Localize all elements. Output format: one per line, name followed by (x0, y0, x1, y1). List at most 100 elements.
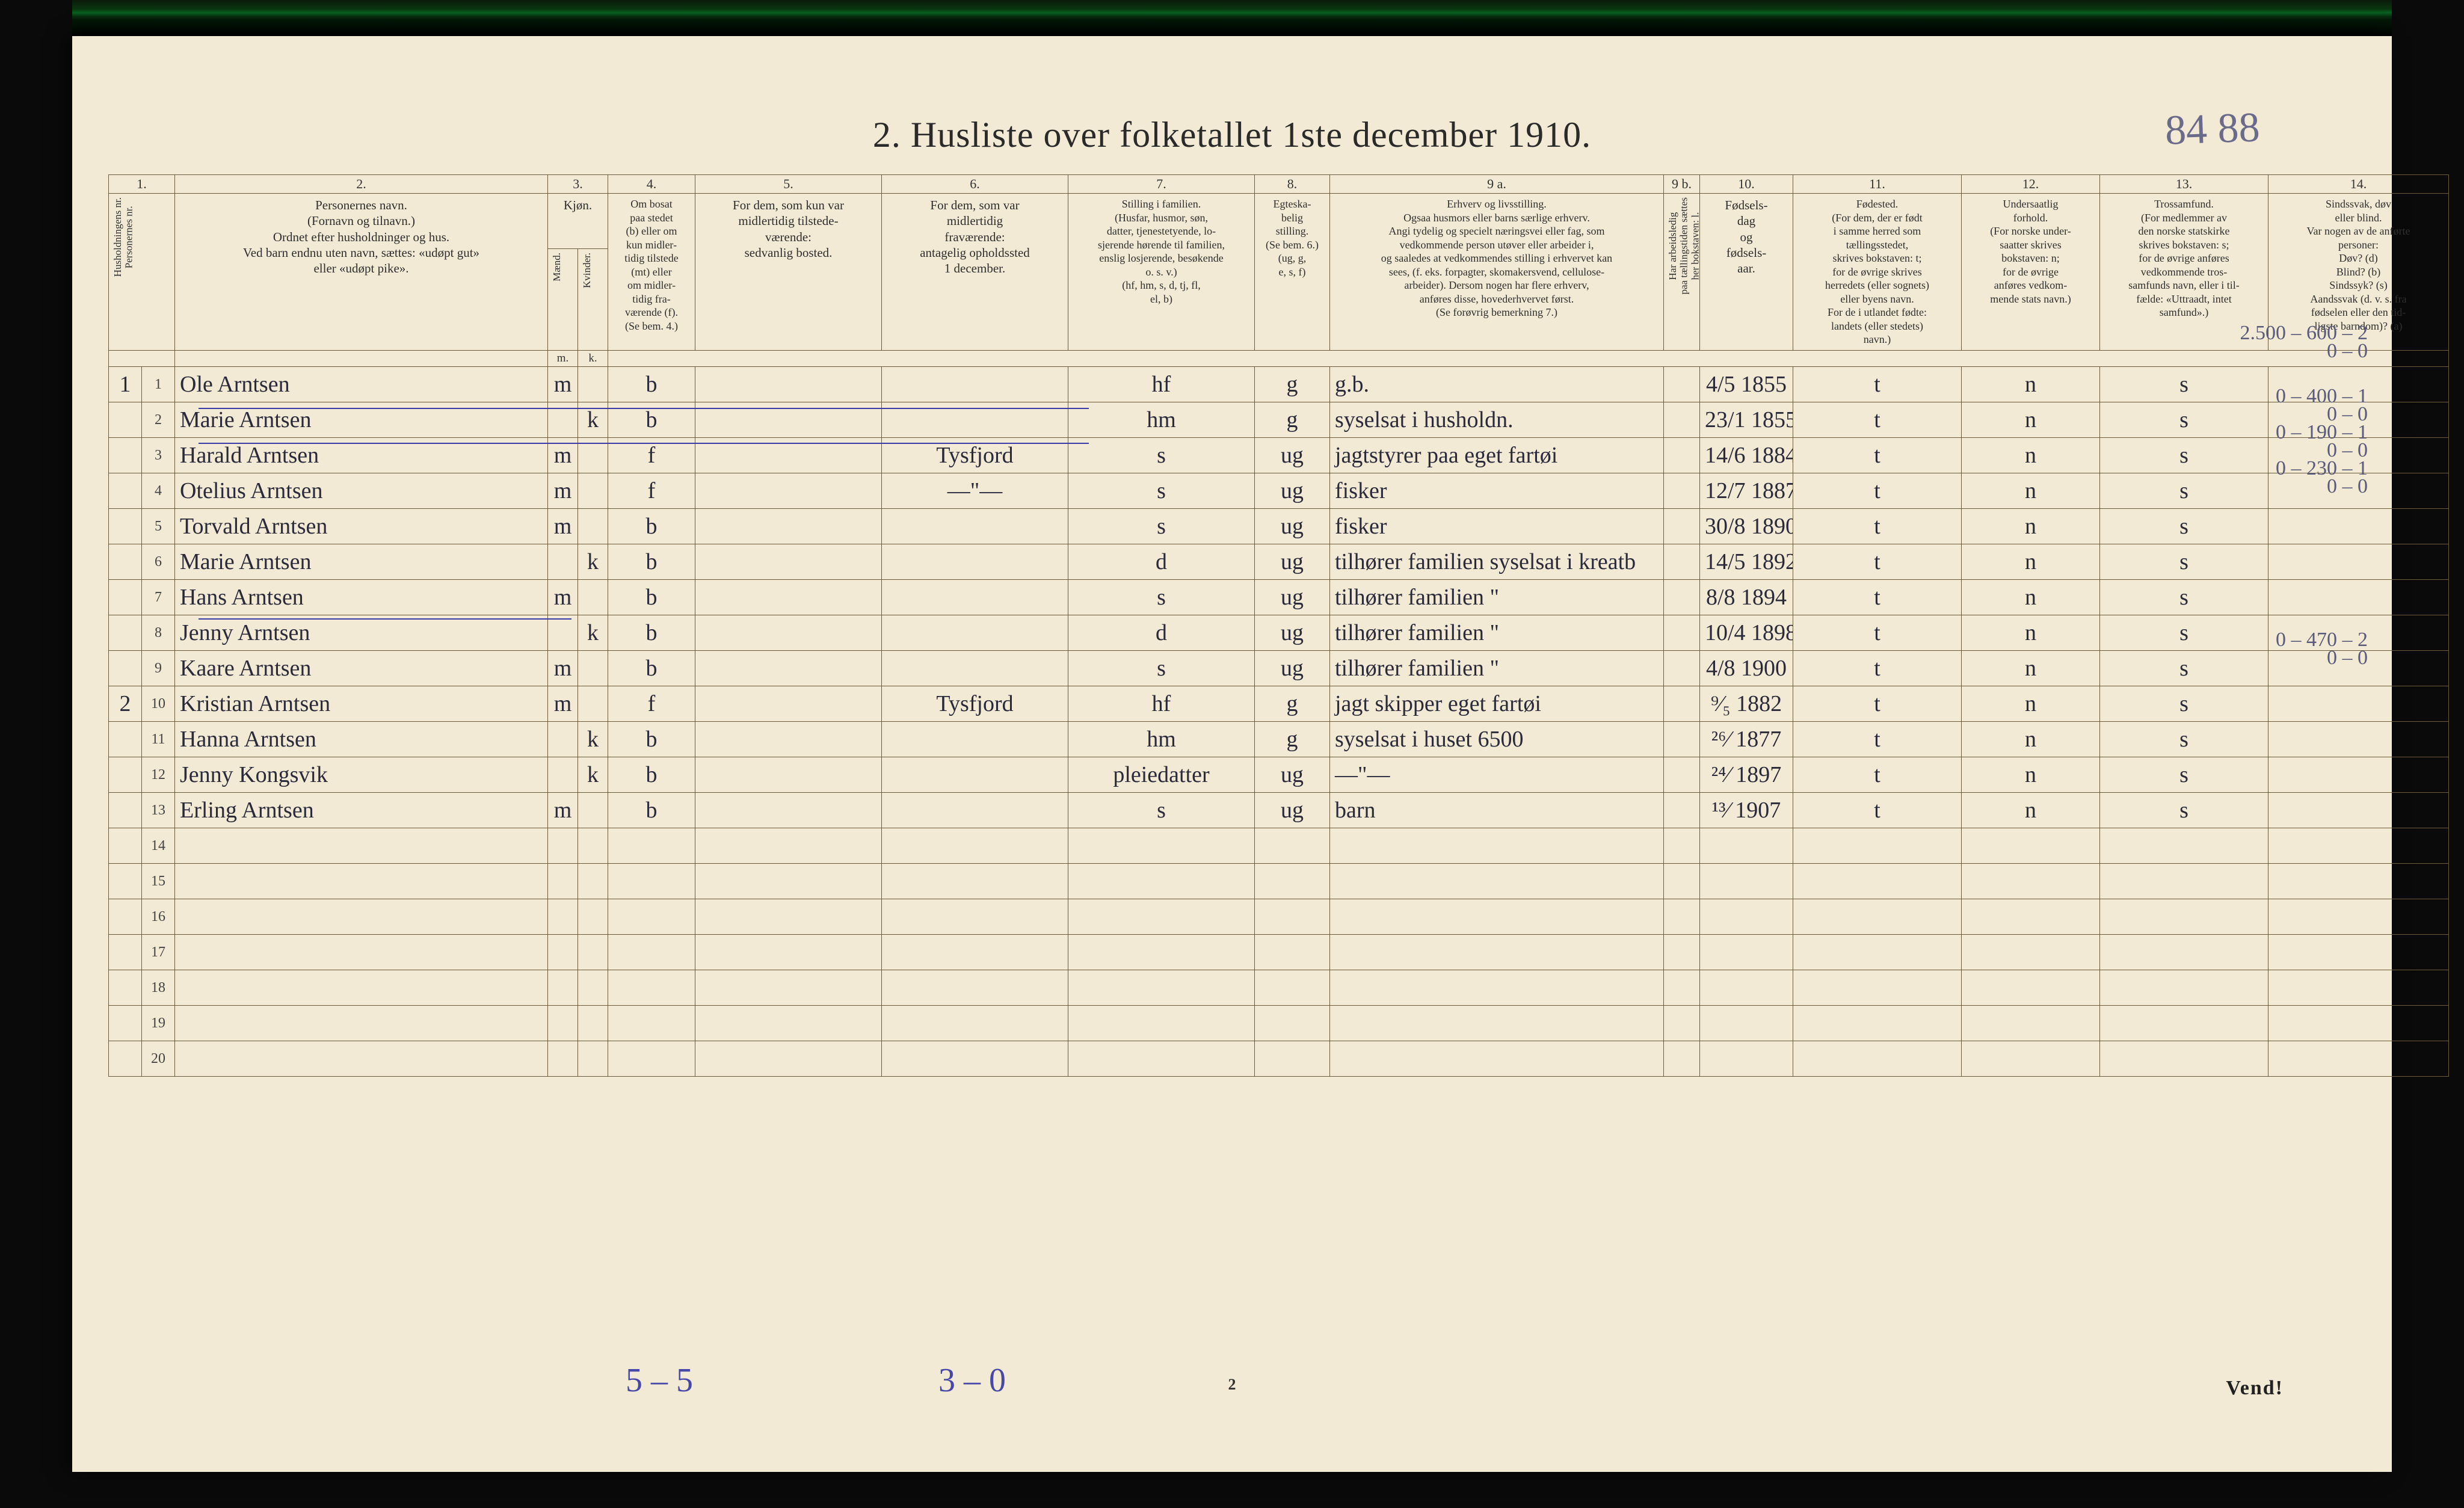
cell-c6: —"— (882, 473, 1068, 508)
cell-pn: 2 (142, 402, 175, 437)
cell-fst (1793, 899, 1962, 934)
cell-nat: n (1962, 615, 2100, 650)
cell-tro: s (2100, 757, 2268, 792)
cell-hh (109, 792, 142, 828)
cell-bf (608, 863, 695, 899)
cell-bf (608, 899, 695, 934)
cell-k (578, 366, 608, 402)
cell-tro: s (2100, 686, 2268, 721)
cell-m (548, 934, 578, 970)
cell-nat: n (1962, 402, 2100, 437)
cell-tro: s (2100, 473, 2268, 508)
cell-_9b (1664, 686, 1700, 721)
table-row: 6Marie Arntsenkbdugtilhører familien sys… (109, 544, 2449, 579)
cell-fam: hf (1068, 686, 1255, 721)
cell-c6 (882, 650, 1068, 686)
hdr-col3a: Mænd. (548, 248, 578, 350)
cell-name (175, 1005, 548, 1041)
cell-c5 (695, 757, 882, 792)
cell-name: Hanna Arntsen (175, 721, 548, 757)
cell-m (548, 899, 578, 934)
cell-eg (1255, 863, 1330, 899)
cell-tro (2100, 1005, 2268, 1041)
cell-c5 (695, 402, 882, 437)
cell-tro: s (2100, 792, 2268, 828)
cell-c5 (695, 650, 882, 686)
cell-tro (2100, 863, 2268, 899)
cell-_blank (2268, 970, 2449, 1005)
cell-hh (109, 544, 142, 579)
cell-fst: t (1793, 650, 1962, 686)
cell-hh (109, 828, 142, 863)
cell-tro: s (2100, 615, 2268, 650)
cell-hh (109, 579, 142, 615)
cell-c6 (882, 863, 1068, 899)
cell-name (175, 934, 548, 970)
cell-_9b (1664, 792, 1700, 828)
cell-c5 (695, 899, 882, 934)
colnum-8: 8. (1255, 175, 1330, 194)
cell-tro: s (2100, 544, 2268, 579)
cell-fam (1068, 863, 1255, 899)
cell-fst: t (1793, 366, 1962, 402)
cell-name: Ole Arntsen (175, 366, 548, 402)
table-row: 8Jenny Arntsenkbdugtilhører familien "10… (109, 615, 2449, 650)
cell-_blank (2268, 544, 2449, 579)
cell-eg (1255, 899, 1330, 934)
cell-hh (109, 508, 142, 544)
cell-fst: t (1793, 473, 1962, 508)
cell-c6 (882, 366, 1068, 402)
cell-eg (1255, 934, 1330, 970)
colnum-7: 7. (1068, 175, 1255, 194)
cell-tro (2100, 1041, 2268, 1076)
hdr-col9: Erhverv og livsstilling.Ogsaa husmors el… (1330, 194, 1664, 351)
cell-c6 (882, 1041, 1068, 1076)
cell-c6 (882, 579, 1068, 615)
cell-erv (1330, 970, 1664, 1005)
cell-k: k (578, 544, 608, 579)
cell-eg: ug (1255, 473, 1330, 508)
cell-nat: n (1962, 792, 2100, 828)
cell-tro (2100, 934, 2268, 970)
cell-_9b (1664, 650, 1700, 686)
cell-_blank (2268, 828, 2449, 863)
cell-bf (608, 934, 695, 970)
cell-fst: t (1793, 757, 1962, 792)
table-row: 2Marie Arntsenkbhmgsyselsat i husholdn.2… (109, 402, 2449, 437)
cell-fam: d (1068, 544, 1255, 579)
cell-nat: n (1962, 757, 2100, 792)
cell-_9b (1664, 934, 1700, 970)
cell-m: m (548, 508, 578, 544)
cell-erv (1330, 828, 1664, 863)
cell-bf: b (608, 544, 695, 579)
colnum-12: 12. (1962, 175, 2100, 194)
cell-c5 (695, 828, 882, 863)
cell-eg (1255, 828, 1330, 863)
cell-erv: tilhører familien syselsat i kreatb (1330, 544, 1664, 579)
cell-_9b (1664, 544, 1700, 579)
cell-c5 (695, 544, 882, 579)
cell-pn: 13 (142, 792, 175, 828)
cell-m: m (548, 650, 578, 686)
cell-m (548, 544, 578, 579)
cell-bf (608, 1041, 695, 1076)
cell-_blank (2268, 792, 2449, 828)
cell-fst (1793, 828, 1962, 863)
table-row: 5Torvald Arntsenmbsugfisker30/8 1890tns (109, 508, 2449, 544)
cell-name (175, 828, 548, 863)
cell-k (578, 473, 608, 508)
cell-c6 (882, 792, 1068, 828)
cell-nat: n (1962, 721, 2100, 757)
hdr-col5: For dem, som kun varmidlertidig tilstede… (695, 194, 882, 351)
cell-nat: n (1962, 650, 2100, 686)
cell-erv: fisker (1330, 508, 1664, 544)
cell-k: k (578, 615, 608, 650)
hdr-col7: Stilling i familien.(Husfar, husmor, søn… (1068, 194, 1255, 351)
cell-pn: 9 (142, 650, 175, 686)
cell-hh (109, 721, 142, 757)
cell-dob: 23/1 1855 (1700, 402, 1793, 437)
cell-dob (1700, 828, 1793, 863)
cell-erv: —"— (1330, 757, 1664, 792)
table-row: 4Otelius Arntsenmf—"—sugfisker12/7 1887t… (109, 473, 2449, 508)
cell-k (578, 579, 608, 615)
